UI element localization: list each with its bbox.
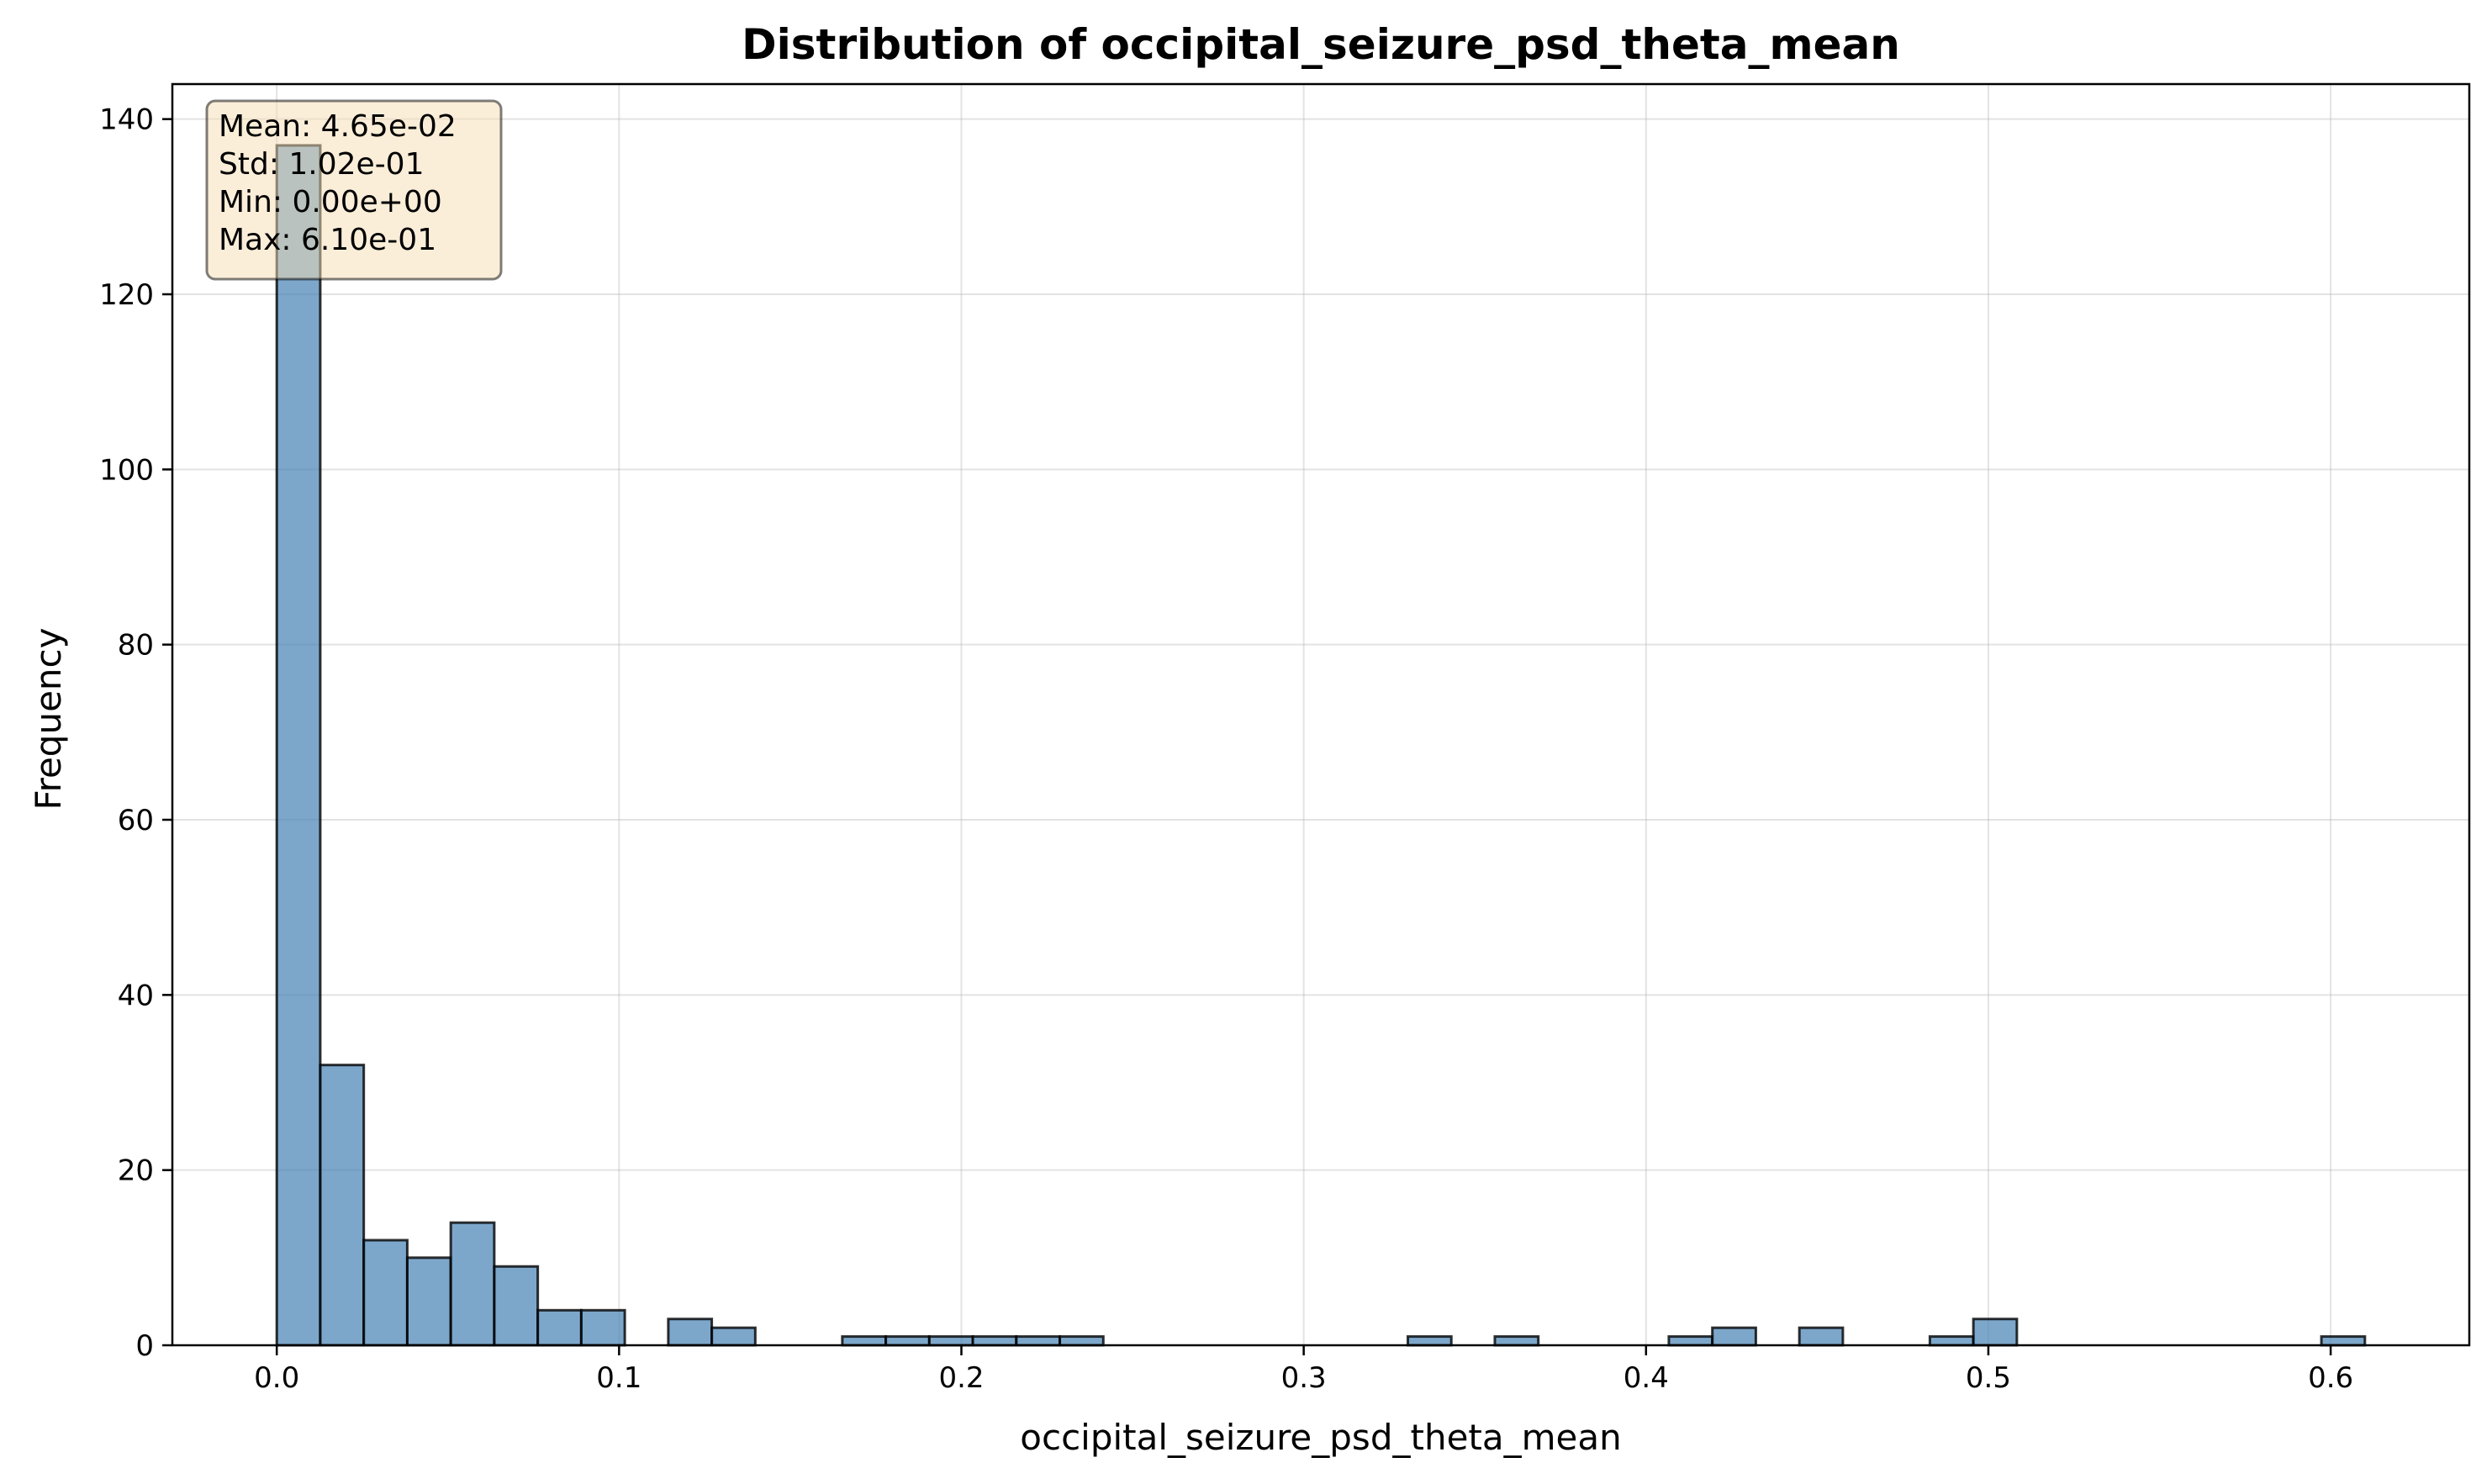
histogram-bar-14: [884, 1335, 931, 1347]
y-tick-label-6: 120: [99, 278, 154, 312]
histogram-bar-38: [1928, 1335, 1975, 1347]
x-tick-label-2: 0.2: [938, 1361, 984, 1395]
histogram-bar-9: [667, 1318, 714, 1347]
x-tick-label-6: 0.6: [2308, 1361, 2353, 1395]
histogram-bar-28: [1493, 1335, 1540, 1347]
stats-line-3: Max: 6.10e-01: [219, 223, 436, 257]
histogram-bar-0: [275, 144, 322, 1347]
bars: [275, 144, 2367, 1347]
x-axis-label: occipital_seizure_psd_theta_mean: [1020, 1417, 1621, 1458]
x-tick-label-4: 0.4: [1623, 1361, 1669, 1395]
histogram-bar-5: [493, 1265, 540, 1347]
histogram-bar-26: [1406, 1335, 1453, 1347]
histogram-bar-1: [319, 1064, 366, 1347]
histogram-bar-16: [971, 1335, 1018, 1347]
y-tick-label-5: 100: [99, 453, 154, 487]
x-tick-label-0: 0.0: [254, 1361, 299, 1395]
histogram-bar-7: [579, 1308, 626, 1347]
axes: 0.0 0.1 0.2 0.3 0.4 0.5 0.6 0 20 40 60 80 100 120 140: [99, 82, 2471, 1395]
y-tick-label-3: 60: [118, 804, 154, 837]
histogram-bar-33: [1711, 1326, 1757, 1347]
histogram-bar-15: [927, 1335, 974, 1347]
x-tick-label-5: 0.5: [1966, 1361, 2011, 1395]
grid: [172, 84, 2469, 1346]
plot-frame: [171, 82, 2471, 1347]
y-axis-label: Frequency: [28, 628, 69, 811]
y-tick-label-2: 40: [118, 979, 154, 1012]
stats-box-background: [205, 99, 503, 281]
x-tick-label-1: 0.1: [596, 1361, 641, 1395]
stats-line-2: Min: 0.00e+00: [219, 185, 442, 219]
y-tick-label-7: 140: [99, 103, 154, 137]
stats-line-0: Mean: 4.65e-02: [219, 109, 457, 144]
histogram-bar-10: [710, 1326, 757, 1347]
histogram-bar-35: [1798, 1326, 1845, 1347]
histogram-bar-32: [1667, 1335, 1714, 1347]
chart-title: Distribution of occipital_seizure_psd_th…: [742, 20, 1900, 69]
histogram-bar-6: [536, 1308, 583, 1347]
x-tick-label-3: 0.3: [1281, 1361, 1327, 1395]
stats-line-1: Std: 1.02e-01: [219, 147, 425, 182]
histogram-bar-2: [362, 1238, 409, 1347]
y-tick-label-0: 0: [135, 1329, 154, 1363]
y-tick-label-4: 80: [118, 629, 154, 663]
histogram-bar-17: [1015, 1335, 1062, 1347]
histogram-bar-39: [1972, 1318, 2019, 1347]
y-tick-label-1: 20: [118, 1154, 154, 1188]
histogram-bar-18: [1059, 1335, 1105, 1347]
histogram-bar-3: [405, 1256, 452, 1347]
histogram-bar-47: [2320, 1335, 2367, 1347]
histogram-bar-13: [841, 1335, 888, 1347]
histogram-bar-4: [449, 1221, 496, 1347]
